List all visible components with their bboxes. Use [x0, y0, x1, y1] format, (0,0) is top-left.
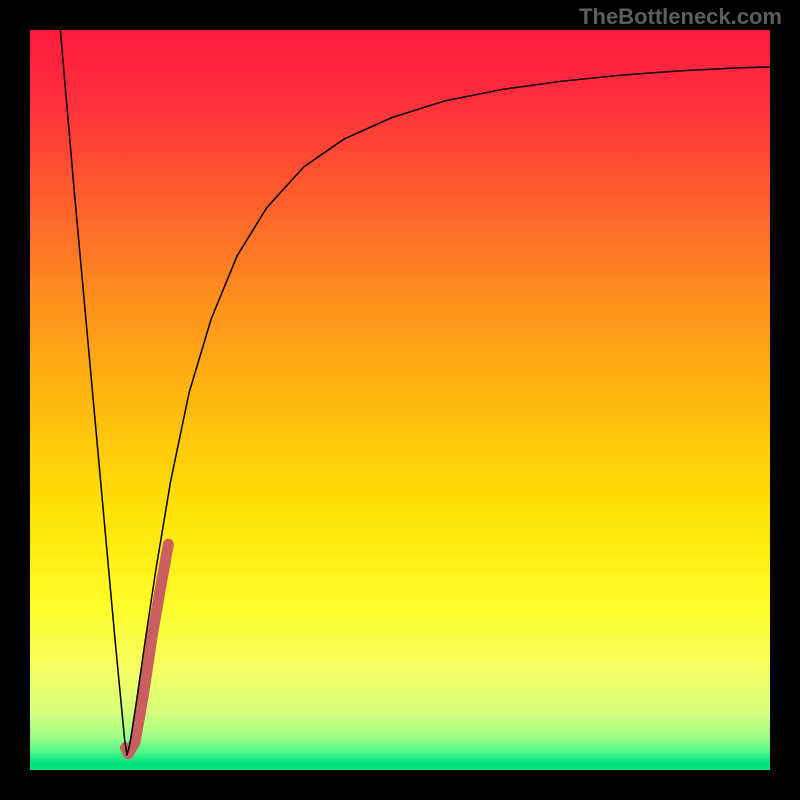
chart-container: TheBottleneck.com: [0, 0, 800, 800]
bottleneck-chart: [0, 0, 800, 800]
watermark-text: TheBottleneck.com: [579, 4, 782, 30]
plot-background: [30, 30, 770, 770]
